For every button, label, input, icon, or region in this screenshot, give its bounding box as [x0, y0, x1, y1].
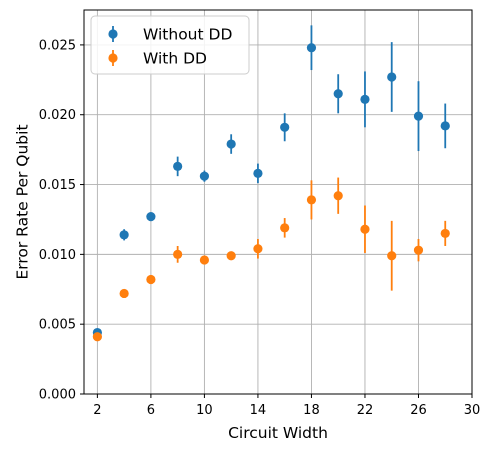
y-tick-label: 0.015: [39, 178, 76, 193]
data-point: [360, 224, 370, 234]
legend-box: [90, 15, 250, 75]
data-point: [387, 251, 397, 261]
y-tick-label: 0.005: [39, 318, 76, 333]
legend-label: Without DD: [143, 26, 232, 44]
legend-marker: [108, 53, 118, 63]
data-point: [119, 288, 129, 299]
x-tick-label: 30: [464, 403, 481, 418]
series-layer: [92, 25, 450, 342]
data-point: [253, 244, 263, 254]
y-tick-label: 0.020: [39, 108, 76, 123]
x-tick-label: 14: [250, 403, 267, 418]
data-point: [199, 255, 210, 265]
data-point: [306, 43, 317, 53]
x-tick-label: 2: [93, 403, 101, 418]
plot-frame: [83, 9, 473, 395]
data-point: [92, 332, 102, 342]
data-point: [440, 228, 450, 239]
y-tick-label: 0.025: [39, 38, 76, 53]
data-point: [119, 230, 129, 240]
legend-label: With DD: [143, 50, 207, 68]
x-axis-label: Circuit Width: [228, 424, 328, 442]
data-point: [173, 249, 183, 259]
data-point: [387, 72, 397, 82]
legend-marker: [108, 29, 118, 39]
data-point: [360, 94, 370, 104]
axis-ticks: 2 6 10 14 18 22 26 300.0000.0050.0100.0150.0200…: [39, 38, 480, 418]
data-point: [226, 251, 236, 261]
data-point: [280, 223, 290, 233]
data-point: [146, 274, 156, 285]
data-point: [413, 111, 424, 121]
data-point: [199, 171, 210, 181]
series-without-dd: [92, 25, 450, 338]
data-point: [173, 161, 183, 171]
data-point: [306, 195, 317, 205]
x-tick-label: 18: [303, 403, 320, 418]
x-tick-label: 26: [410, 403, 427, 418]
data-point: [413, 245, 424, 255]
x-tick-label: 22: [357, 403, 374, 418]
y-tick-label: 0.000: [39, 388, 76, 403]
data-point: [440, 121, 450, 131]
y-tick-label: 0.010: [39, 248, 76, 263]
x-tick-label: 6: [147, 403, 155, 418]
series-with-dd: [92, 177, 450, 342]
y-axis-label: Error Rate Per Qubit: [13, 124, 31, 279]
data-point: [146, 212, 156, 222]
data-point: [253, 168, 263, 178]
x-tick-label: 10: [196, 403, 213, 418]
data-point: [280, 122, 290, 132]
data-point: [226, 139, 236, 149]
data-point: [333, 191, 343, 201]
legend: Without DD With DD: [90, 15, 250, 75]
data-point: [333, 89, 343, 99]
